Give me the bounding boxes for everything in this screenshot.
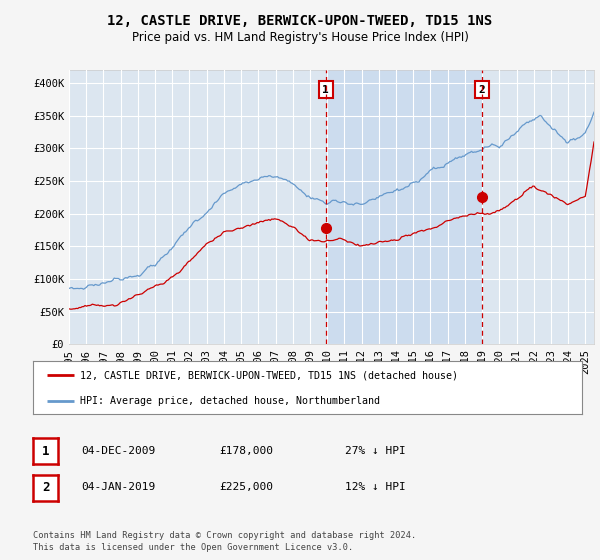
Text: HPI: Average price, detached house, Northumberland: HPI: Average price, detached house, Nort… xyxy=(80,395,380,405)
Text: 1: 1 xyxy=(322,85,329,95)
Text: 04-JAN-2019: 04-JAN-2019 xyxy=(81,482,155,492)
Text: Contains HM Land Registry data © Crown copyright and database right 2024.
This d: Contains HM Land Registry data © Crown c… xyxy=(33,531,416,552)
Text: 1: 1 xyxy=(42,445,49,458)
Text: £178,000: £178,000 xyxy=(219,446,273,456)
Text: 27% ↓ HPI: 27% ↓ HPI xyxy=(345,446,406,456)
Bar xyxy=(326,70,482,344)
Text: 2: 2 xyxy=(42,481,49,494)
Text: 12% ↓ HPI: 12% ↓ HPI xyxy=(345,482,406,492)
Text: 04-DEC-2009: 04-DEC-2009 xyxy=(81,446,155,456)
Text: £225,000: £225,000 xyxy=(219,482,273,492)
Text: 12, CASTLE DRIVE, BERWICK-UPON-TWEED, TD15 1NS: 12, CASTLE DRIVE, BERWICK-UPON-TWEED, TD… xyxy=(107,14,493,28)
Text: 2: 2 xyxy=(479,85,485,95)
Text: Price paid vs. HM Land Registry's House Price Index (HPI): Price paid vs. HM Land Registry's House … xyxy=(131,31,469,44)
Text: 12, CASTLE DRIVE, BERWICK-UPON-TWEED, TD15 1NS (detached house): 12, CASTLE DRIVE, BERWICK-UPON-TWEED, TD… xyxy=(80,370,458,380)
